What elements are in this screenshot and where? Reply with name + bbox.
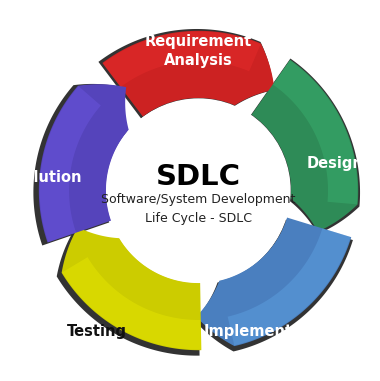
Text: Evolution: Evolution	[5, 170, 82, 185]
Polygon shape	[103, 32, 261, 87]
Polygon shape	[62, 227, 201, 350]
Text: SDLC: SDLC	[156, 163, 241, 191]
Polygon shape	[57, 230, 200, 355]
Text: Requirement
Analysis: Requirement Analysis	[145, 34, 252, 67]
Text: Testing: Testing	[67, 324, 127, 339]
Polygon shape	[40, 86, 101, 242]
Polygon shape	[103, 31, 274, 117]
Circle shape	[108, 100, 289, 281]
Polygon shape	[195, 219, 353, 351]
Text: Software/System Development
Life Cycle - SDLC: Software/System Development Life Cycle -…	[101, 194, 296, 226]
Polygon shape	[250, 59, 360, 234]
Polygon shape	[62, 257, 201, 349]
Circle shape	[107, 99, 290, 282]
Text: Implementation: Implementation	[204, 324, 335, 339]
Polygon shape	[252, 60, 358, 232]
Text: Design: Design	[306, 156, 363, 171]
Polygon shape	[196, 218, 351, 346]
Polygon shape	[98, 29, 274, 118]
Polygon shape	[273, 60, 358, 204]
Polygon shape	[33, 84, 127, 245]
Polygon shape	[228, 228, 350, 345]
Polygon shape	[39, 84, 129, 242]
